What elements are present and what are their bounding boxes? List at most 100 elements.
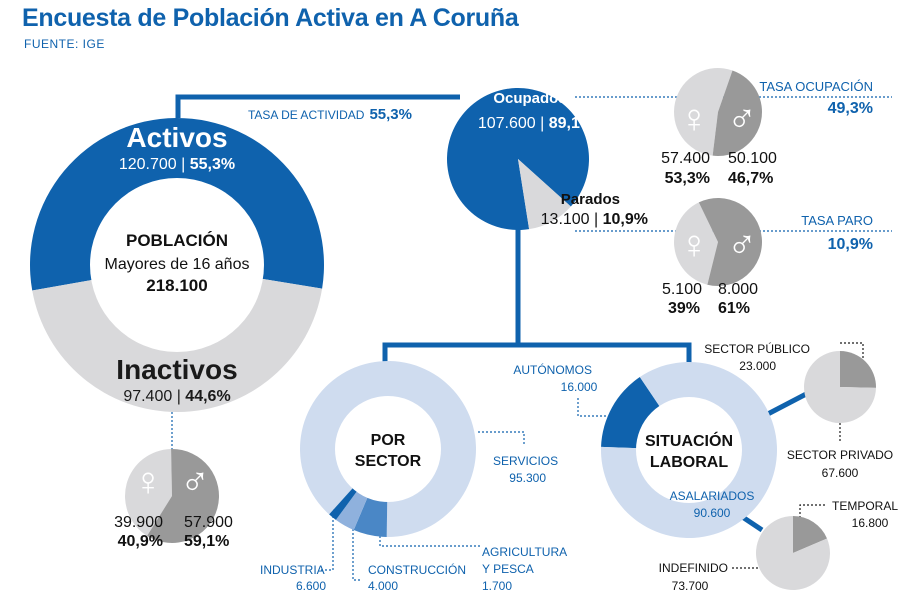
agricultura-label-1: AGRICULTURA [482,545,567,559]
female-icon: ♀ [679,223,709,267]
slice-sector-publico [840,351,876,388]
situacion-laboral-donut: SITUACIÓN LABORAL ASALARIADOS 90.600 [600,362,777,539]
servicios-label: SERVICIOS [493,454,558,468]
poblacion-subtitle: Mayores de 16 años [105,256,250,273]
leader-industria [320,508,334,571]
ocupados-value: 107.600 [478,115,536,132]
slice-parados [518,159,571,230]
inactivos-values: 97.400 | 44,6% [123,388,230,405]
ocupados-label: Ocupados [493,90,566,107]
tasa-actividad: TASA DE ACTIVIDAD 55,3% [248,106,412,123]
slice-temporal [793,516,828,553]
activos-separator: | [177,156,190,173]
poblacion-hole [90,178,264,352]
inactivos-female-pct: 40,9% [118,533,163,550]
por-sector-title-1: POR [371,432,406,449]
autonomos-label: AUTÓNOMOS [513,362,592,377]
ocupados-pct: 89,1% [549,115,594,132]
activos-values: 120.700 | 55,3% [119,156,235,173]
sector-publico-value: 23.000 [739,359,776,373]
parados-male-pct: 61% [718,300,750,317]
tasa-ocupacion-label: TASA OCUPACIÓN [759,79,873,94]
sector-publico-privado-pie [804,351,876,423]
leader-servicios [478,431,525,444]
connector-ocupados-branches [382,228,521,372]
parados-male-value: 8.000 [718,281,758,298]
sector-publico-label: SECTOR PÚBLICO [704,341,810,356]
asalariados-value: 90.600 [694,506,731,520]
situacion-laboral-title-1: SITUACIÓN [645,431,733,450]
inactivos-female-value: 39.900 [114,514,163,531]
inactivos-gender-pie: ♀ ♂ 39.900 40,9% 57.900 59,1% [114,449,233,550]
industria-label: INDUSTRIA [260,563,325,577]
parados-pct: 10,9% [603,211,648,228]
inactivos-label: Inactivos [116,354,237,385]
slice-ocupados-female [674,67,733,156]
leader-autonomos [577,398,608,417]
male-icon: ♂ [727,223,757,267]
connector-laboral-publico [762,389,812,419]
male-icon: ♂ [180,460,210,504]
tasa-actividad-label: TASA DE ACTIVIDAD [248,108,365,122]
ocupados-female-value: 57.400 [661,150,710,167]
ocupados-pie: Ocupados 107.600 | 89,1% Parados 13.100 … [446,88,648,230]
parados-values: 13.100 | 10,9% [541,211,648,228]
industria-value: 6.600 [296,579,326,593]
ocupados-values: 107.600 | 89,1% [478,115,594,132]
ocupados-separator: | [536,115,549,132]
por-sector-title-2: SECTOR [355,453,422,470]
construccion-label: CONSTRUCCIÓN [368,562,466,577]
slice-ocupados-male [712,70,762,156]
agricultura-label-2: Y PESCA [482,562,534,576]
parados-female-value: 5.100 [662,281,702,298]
tasa-paro-label: TASA PARO [801,213,873,228]
por-sector-donut: POR SECTOR [300,360,476,537]
temporal-label: TEMPORAL [832,499,898,513]
parados-separator: | [590,211,603,228]
page-title: Encuesta de Población Activa en A Coruña [22,4,519,32]
slice-parados-female [674,202,718,285]
parados-label: Parados [561,191,620,208]
parados-female-pct: 39% [668,300,700,317]
temporal-value: 16.800 [852,516,889,530]
poblacion-title: POBLACIÓN [126,231,228,250]
inactivos-pct: 44,6% [185,388,230,405]
leader-temporal [799,504,825,518]
servicios-value: 95.300 [509,471,546,485]
parados-gender-pie: ♀ ♂ 5.100 39% 8.000 61% [662,198,762,317]
sector-privado-value: 67.600 [822,466,859,480]
ocupados-male-pct: 46,7% [728,170,773,187]
situacion-laboral-title-2: LABORAL [650,454,728,471]
source-label: FUENTE: IGE [24,37,105,51]
construccion-value: 4.000 [368,579,398,593]
asalariados-label: ASALARIADOS [670,489,755,503]
indefinido-label: INDEFINIDO [659,561,728,575]
agricultura-value: 1.700 [482,579,512,593]
slice-sector-privado [804,351,876,423]
connector-activos-ocupados [175,94,460,118]
inactivos-separator: | [172,388,185,405]
ocupados-gender-pie: ♀ ♂ 57.400 53,3% 50.100 46,7% [661,67,777,187]
poblacion-total: 218.100 [146,276,207,295]
activos-pct: 55,3% [190,156,235,173]
slice-inactivos-male [147,449,220,543]
leader-publico [840,342,864,358]
connector-lines [171,94,892,581]
activos-label: Activos [126,122,227,153]
inactivos-male-value: 57.900 [184,514,233,531]
por-sector-hole [335,396,441,502]
female-icon: ♀ [679,97,709,141]
slice-parados-male [698,198,762,287]
ocupados-female-pct: 53,3% [665,170,710,187]
situacion-laboral-hole [636,397,742,503]
activos-value: 120.700 [119,156,177,173]
leader-construccion [352,525,362,581]
female-icon: ♀ [133,460,163,504]
inactivos-value: 97.400 [123,388,172,405]
male-icon: ♂ [727,97,757,141]
slice-inactivos-female [125,449,172,536]
indefinido-value: 73.700 [672,579,709,593]
parados-value: 13.100 [541,211,590,228]
poblacion-donut: POBLACIÓN Mayores de 16 años 218.100 Act… [30,117,325,412]
